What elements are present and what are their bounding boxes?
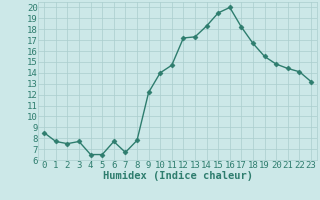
X-axis label: Humidex (Indice chaleur): Humidex (Indice chaleur) xyxy=(103,171,252,181)
